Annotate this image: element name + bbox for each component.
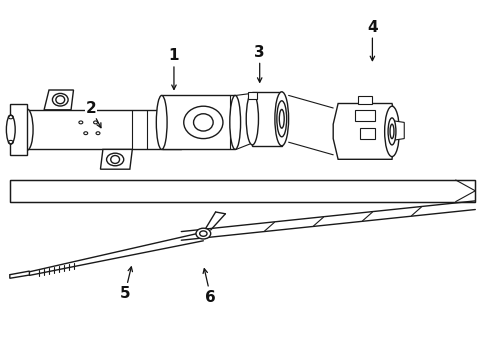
Ellipse shape — [107, 153, 123, 166]
Ellipse shape — [275, 92, 289, 146]
Polygon shape — [44, 90, 74, 110]
Ellipse shape — [230, 95, 241, 149]
Ellipse shape — [156, 95, 167, 149]
Ellipse shape — [52, 93, 68, 106]
Text: 6: 6 — [203, 269, 216, 305]
Polygon shape — [333, 104, 397, 159]
Ellipse shape — [385, 106, 399, 157]
Polygon shape — [100, 149, 132, 169]
Polygon shape — [10, 104, 27, 155]
Text: 3: 3 — [254, 45, 265, 82]
Polygon shape — [358, 96, 372, 104]
Polygon shape — [248, 92, 257, 99]
Polygon shape — [355, 110, 375, 121]
Ellipse shape — [277, 101, 287, 137]
Ellipse shape — [21, 109, 33, 150]
Text: 4: 4 — [367, 19, 378, 60]
Ellipse shape — [6, 115, 15, 144]
Ellipse shape — [388, 118, 396, 145]
Text: 2: 2 — [85, 100, 101, 128]
Polygon shape — [162, 95, 235, 149]
Polygon shape — [24, 110, 181, 149]
Ellipse shape — [184, 106, 223, 139]
Ellipse shape — [176, 110, 187, 149]
Ellipse shape — [246, 93, 259, 145]
Polygon shape — [10, 271, 29, 278]
Ellipse shape — [196, 228, 211, 239]
Text: 5: 5 — [120, 267, 132, 301]
Polygon shape — [10, 180, 475, 202]
Text: 1: 1 — [169, 48, 179, 89]
Polygon shape — [252, 92, 282, 146]
Polygon shape — [392, 121, 404, 140]
